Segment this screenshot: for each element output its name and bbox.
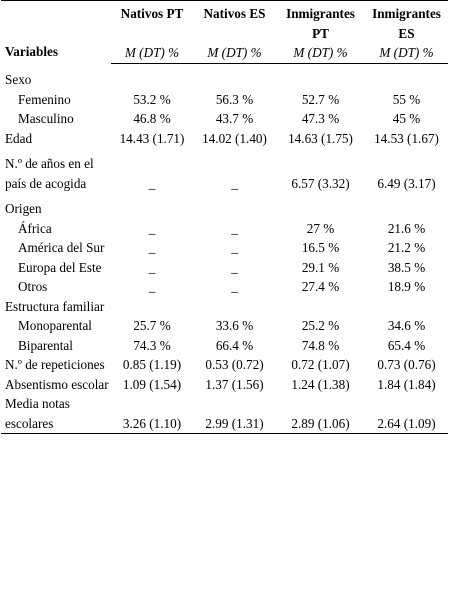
table-cell: 1.24 (1.38): [291, 376, 350, 392]
table-cell: 74.8 %: [301, 337, 340, 353]
table-row: América del Sur _ _ 16.5 % 21.2 %: [1, 238, 448, 258]
table-cell: 56.3 %: [215, 91, 254, 107]
table-cell: 74.3 %: [133, 337, 171, 353]
table-cell: 65.4 %: [387, 337, 426, 353]
table-cell: 21.2 %: [387, 240, 426, 255]
table-cell: 2.99 (1.31): [193, 394, 276, 434]
table-cell: 43.7 %: [215, 111, 254, 126]
stat-header-row: M (DT) % M (DT) % M (DT) % M (DT) %: [1, 44, 448, 64]
section-row-origen: Origen: [1, 199, 448, 219]
table-cell: 1.09 (1.54): [122, 376, 182, 392]
table-cell: _: [148, 240, 156, 255]
table-cell: _: [231, 279, 238, 294]
table-cell: 29.1 %: [301, 259, 340, 275]
table-row: N.º de repeticiones 0.85 (1.19) 0.53 (0.…: [1, 355, 448, 375]
stat-label: M (DT) %: [365, 44, 448, 64]
table-cell: 1.37 (1.56): [205, 376, 264, 392]
header-inmigrantes-es: Inmigrantes ES: [365, 0, 448, 44]
row-label: África: [18, 220, 52, 236]
row-label: Absentismo escolar: [5, 376, 109, 392]
table-cell: _: [148, 259, 156, 275]
section-row-sexo: Sexo: [1, 70, 448, 90]
section-row-estructura: Estructura familiar: [1, 297, 448, 317]
row-label: Media notas escolares: [1, 394, 111, 434]
table-cell: _: [148, 220, 156, 236]
table-cell: 33.6 %: [215, 318, 254, 333]
row-label: Masculino: [18, 111, 74, 126]
table-cell: _: [231, 175, 238, 191]
stat-label: M (DT) %: [111, 44, 193, 64]
table-row: África _ _ 27 % 21.6 %: [1, 219, 448, 239]
table-row: Femenino 53.2 % 56.3 % 52.7 % 55 %: [1, 90, 448, 110]
table-cell: 27.4 %: [301, 279, 340, 294]
table-cell: 14.43 (1.71): [119, 130, 185, 146]
table-cell: 14.53 (1.67): [374, 130, 439, 146]
table-cell: 14.63 (1.75): [288, 130, 353, 146]
table-cell: 3.26 (1.10): [111, 394, 193, 434]
table-cell: _: [148, 279, 156, 294]
table-row: Media notas escolares 3.26 (1.10) 2.99 (…: [1, 394, 448, 434]
table-cell: 46.8 %: [133, 111, 171, 126]
row-label: N.º de años en el país de acogida: [5, 156, 94, 191]
table-cell: 0.53 (0.72): [205, 357, 264, 372]
table-cell: _: [231, 240, 238, 255]
variables-header: Variables: [1, 0, 111, 64]
table-cell: 0.72 (1.07): [291, 357, 350, 372]
table-cell: 55 %: [392, 91, 421, 107]
table-cell: 6.49 (3.17): [377, 175, 436, 191]
row-label: Otros: [18, 279, 48, 294]
section-label: Estructura familiar: [5, 298, 105, 314]
row-label: Edad: [5, 130, 33, 146]
table-cell: _: [231, 220, 238, 236]
table-row: N.º de años en el país de acogida _ _ 6.…: [1, 154, 448, 193]
section-label: Origen: [5, 201, 42, 216]
table-cell: 1.84 (1.84): [377, 376, 436, 392]
header-inmigrantes-pt: Inmigrantes PT: [276, 0, 365, 44]
row-label: América del Sur: [18, 240, 105, 255]
table-cell: 18.9 %: [387, 279, 426, 294]
table-cell: 25.2 %: [301, 318, 340, 333]
table-cell: 38.5 %: [387, 259, 426, 275]
table-cell: 45 %: [392, 111, 421, 126]
table-row: Edad 14.43 (1.71) 14.02 (1.40) 14.63 (1.…: [1, 129, 448, 149]
table-cell: 2.89 (1.06): [276, 394, 365, 434]
stat-label: M (DT) %: [276, 44, 365, 64]
table-cell: 0.73 (0.76): [377, 357, 436, 372]
table-cell: 6.57 (3.32): [291, 175, 350, 191]
table-cell: 16.5 %: [301, 240, 340, 255]
table-cell: 25.7 %: [133, 318, 171, 333]
row-label: Biparental: [18, 337, 73, 353]
table-cell: 34.6 %: [387, 318, 426, 333]
row-label: Femenino: [18, 91, 71, 107]
row-label: Europa del Este: [18, 259, 102, 275]
table-cell: _: [231, 259, 238, 275]
table-cell: 47.3 %: [301, 111, 340, 126]
table-cell: 0.85 (1.19): [122, 357, 182, 372]
header-nativos-es: Nativos ES: [193, 0, 276, 44]
table-cell: 2.64 (1.09): [365, 394, 448, 434]
table-cell: 66.4 %: [215, 337, 254, 353]
stat-label: M (DT) %: [193, 44, 276, 64]
table-cell: 27 %: [306, 220, 335, 236]
header-nativos-pt: Nativos PT: [111, 0, 193, 44]
row-label: Monoparental: [18, 318, 92, 333]
table-row: Masculino 46.8 % 43.7 % 47.3 % 45 %: [1, 109, 448, 129]
table-cell: 52.7 %: [301, 91, 340, 107]
section-label: Sexo: [5, 72, 32, 87]
table-cell: _: [148, 175, 156, 191]
table-cell: 14.02 (1.40): [202, 130, 267, 146]
descriptive-statistics-table: Variables Nativos PT Nativos ES Inmigran…: [1, 0, 448, 434]
table-row: Otros _ _ 27.4 % 18.9 %: [1, 277, 448, 297]
table-row: Absentismo escolar 1.09 (1.54) 1.37 (1.5…: [1, 375, 448, 395]
table-cell: 21.6 %: [387, 220, 426, 236]
row-label: N.º de repeticiones: [5, 357, 105, 372]
table-row: Monoparental 25.7 % 33.6 % 25.2 % 34.6 %: [1, 316, 448, 336]
table-row: Europa del Este _ _ 29.1 % 38.5 %: [1, 258, 448, 278]
header-row: Variables Nativos PT Nativos ES Inmigran…: [1, 0, 448, 64]
table-cell: 53.2 %: [133, 91, 171, 107]
table-row: Biparental 74.3 % 66.4 % 74.8 % 65.4 %: [1, 336, 448, 356]
